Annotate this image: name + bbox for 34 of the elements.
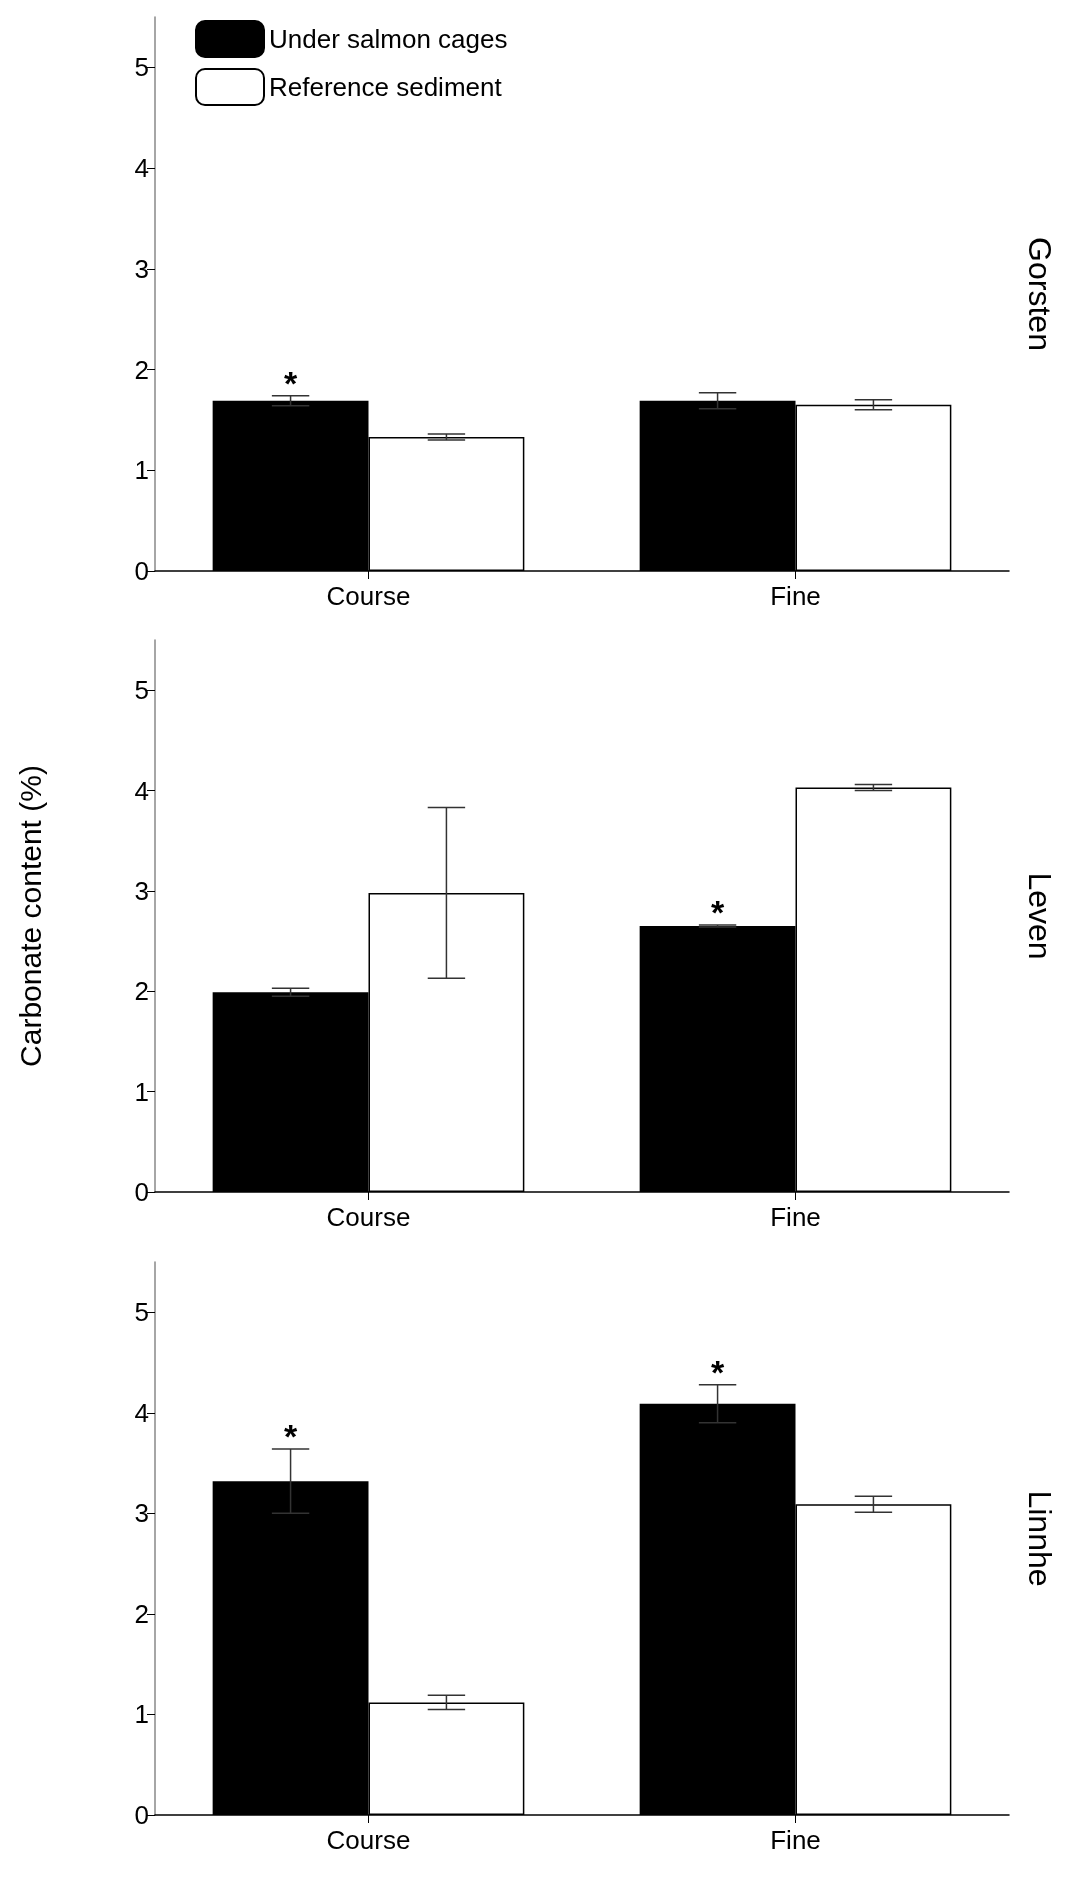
y-tick-label: 0: [134, 1800, 149, 1830]
y-tick-label: 5: [134, 1297, 149, 1328]
x-tick-label: Fine: [770, 581, 821, 611]
text: Leven: [1022, 872, 1058, 960]
y-tick-label: 3: [134, 875, 149, 906]
data-label: *: [710, 893, 725, 932]
y-tick-label: 1: [134, 455, 149, 486]
legend-label: Reference sediment: [269, 72, 503, 102]
y-tick-label: 3: [134, 253, 149, 284]
y-tick-label: 4: [134, 153, 149, 184]
y-tick-label: 1: [134, 1699, 149, 1730]
x-tick-label: Course: [326, 1825, 411, 1855]
legend-label: Under salmon cages: [269, 24, 508, 54]
y-tick-label: 0: [134, 556, 149, 586]
data-label: *: [283, 1417, 298, 1456]
y-tick-label: 0: [134, 1177, 149, 1207]
y-tick-label: 1: [134, 1076, 149, 1107]
y-tick-label: 4: [134, 1397, 149, 1428]
y-tick-label: 4: [134, 775, 149, 806]
data-label: *: [710, 1352, 725, 1391]
y-tick-label: 5: [134, 52, 149, 83]
y-axis-title: Carbonate content (%): [13, 765, 47, 1067]
y-tick-label: 3: [134, 1498, 149, 1529]
text: Linnhe: [1022, 1490, 1058, 1587]
x-tick-label: Fine: [770, 1202, 821, 1232]
y-tick-label: 2: [134, 354, 149, 385]
y-tick-label: 2: [134, 976, 149, 1007]
x-tick-label: Course: [326, 1202, 411, 1232]
text: Gorsten: [1022, 237, 1058, 351]
y-tick-label: 2: [134, 1598, 149, 1629]
x-tick-label: Fine: [770, 1825, 821, 1855]
x-tick-label: Course: [326, 581, 411, 611]
y-tick-label: 5: [134, 675, 149, 706]
data-label: *: [283, 363, 298, 402]
